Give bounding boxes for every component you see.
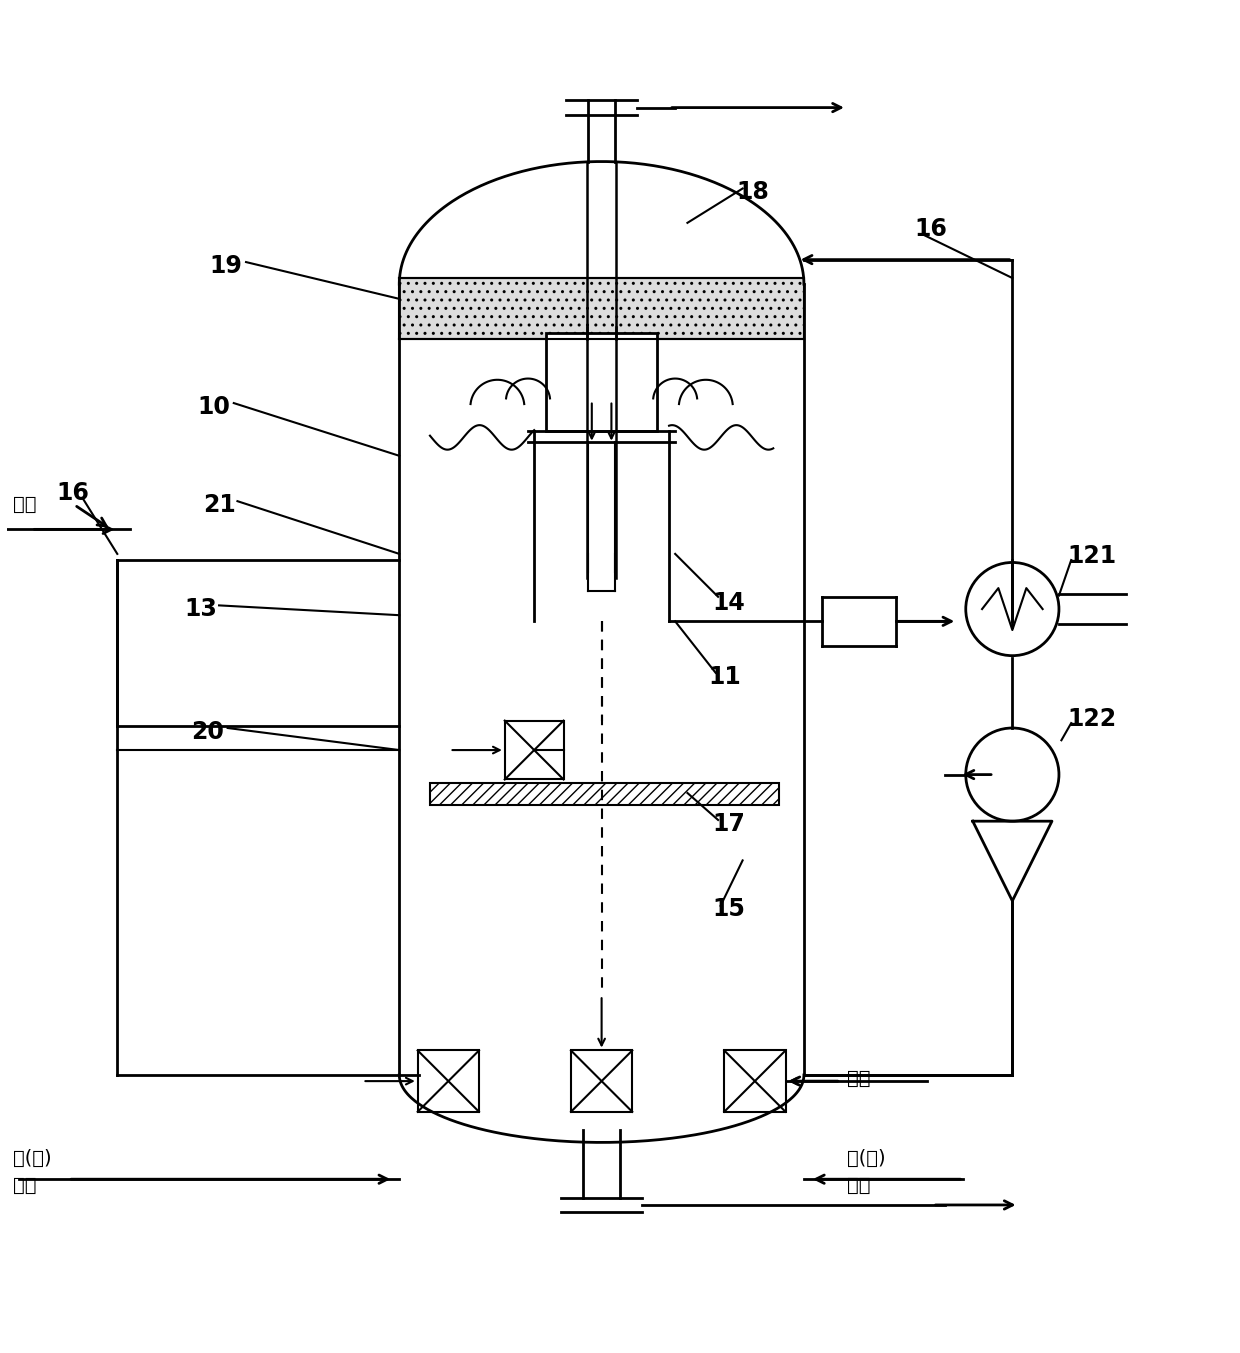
Text: 空气: 空气 [847,1069,870,1088]
Text: 15: 15 [712,897,745,921]
Bar [547,333,657,432]
Bar [724,1050,785,1112]
Text: 19: 19 [210,254,242,277]
Bar [399,277,804,340]
Text: 14: 14 [712,591,745,614]
Text: 液(固): 液(固) [847,1149,885,1168]
Text: 空气: 空气 [14,495,36,514]
Text: 18: 18 [737,180,769,204]
Text: 121: 121 [1068,544,1117,568]
Text: 物料: 物料 [14,1176,36,1195]
Text: 20: 20 [191,720,223,744]
Text: 16: 16 [56,480,89,505]
Text: 17: 17 [712,812,745,836]
Text: 122: 122 [1068,708,1117,732]
Text: 液(固): 液(固) [14,1149,52,1168]
Text: 10: 10 [197,395,229,419]
Bar [570,1050,632,1112]
Bar [418,1050,479,1112]
Bar [430,783,780,805]
Bar [505,721,564,779]
Text: 11: 11 [708,664,742,689]
Text: 13: 13 [185,597,217,621]
Text: 21: 21 [203,492,236,517]
Text: 16: 16 [914,216,947,241]
Text: 物料: 物料 [847,1176,870,1195]
